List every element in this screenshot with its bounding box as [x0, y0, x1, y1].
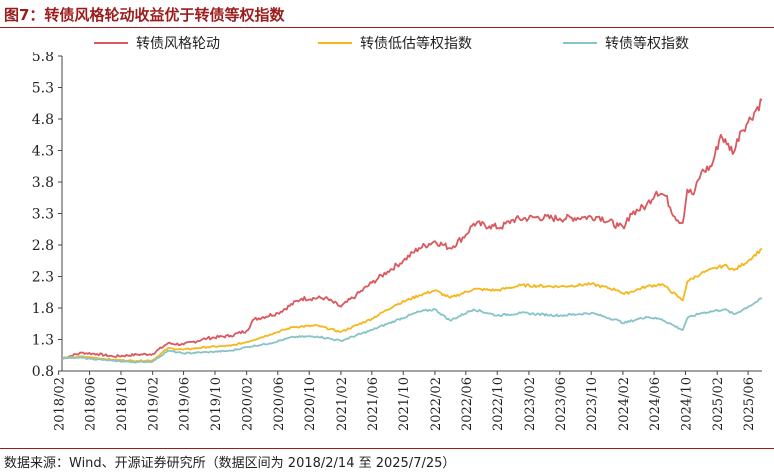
y-tick-label: 5.3	[32, 81, 54, 97]
title-bar: 图7：转债风格轮动收益优于转债等权指数	[0, 0, 774, 28]
x-tick-label: 2021/10	[397, 377, 412, 431]
series-line-3	[61, 297, 763, 364]
x-tick-label: 2024/06	[648, 377, 663, 431]
x-tick-label: 2020/10	[303, 377, 318, 431]
y-tick-label: 4.8	[32, 112, 54, 128]
footer-divider	[0, 448, 774, 449]
chart-title: 图7：转债风格轮动收益优于转债等权指数	[4, 6, 285, 24]
series-line-2	[61, 247, 763, 363]
legend-label-low-valuation: 转债低估等权指数	[360, 36, 472, 52]
x-tick-label: 2024/02	[617, 377, 632, 431]
x-tick-label: 2022/06	[460, 377, 475, 431]
x-tick-label: 2018/06	[84, 377, 99, 431]
legend-item-equal-weight: 转债等权指数	[563, 33, 689, 53]
y-tick-label: 0.8	[32, 364, 54, 380]
x-tick-label: 2021/06	[366, 377, 381, 431]
x-tick-label: 2019/10	[209, 377, 224, 431]
y-tick-label: 1.8	[32, 301, 54, 317]
legend-label-rotation: 转债风格轮动	[136, 36, 220, 52]
x-tick-label: 2025/02	[711, 377, 726, 431]
y-tick-label: 3.8	[32, 175, 54, 191]
x-tick-label: 2021/02	[335, 377, 350, 431]
y-tick-label: 5.8	[32, 52, 54, 65]
x-tick-label: 2019/02	[147, 377, 162, 431]
y-tick-label: 2.3	[32, 270, 54, 286]
x-tick-label: 2023/10	[585, 377, 600, 431]
x-tick-label: 2023/02	[523, 377, 538, 431]
title-divider	[0, 27, 774, 28]
line-chart: 0.8 1.3 1.8 2.3 2.8 3.3 3.8 4.3 4.8 5.3 5.8 2018/02…	[32, 52, 763, 431]
x-tick-label: 2023/06	[554, 377, 569, 431]
y-tick-label: 4.3	[32, 144, 54, 160]
y-tick-label: 2.8	[32, 238, 54, 254]
data-source-note: 数据来源：Wind、开源证券研究所（数据区间为 2018/2/14 至 2025…	[4, 456, 456, 471]
x-tick-label: 2022/10	[491, 377, 506, 431]
x-tick-label: 2022/02	[429, 377, 444, 431]
legend-swatch-low-valuation	[318, 42, 352, 44]
x-tick-label: 2020/02	[241, 377, 256, 431]
series-line-1	[61, 98, 763, 360]
x-tick-label: 2025/06	[742, 377, 757, 431]
legend-swatch-equal-weight	[563, 42, 597, 44]
legend-label-equal-weight: 转债等权指数	[605, 36, 689, 52]
x-tick-label: 2018/02	[53, 377, 68, 431]
legend-swatch-rotation	[94, 42, 128, 44]
y-tick-label: 1.3	[32, 333, 54, 349]
legend: 转债风格轮动 转债低估等权指数 转债等权指数	[0, 33, 774, 53]
y-tick-label: 3.3	[32, 207, 54, 223]
x-tick-label: 2018/10	[115, 377, 130, 431]
x-tick-label: 2019/06	[178, 377, 193, 431]
x-tick-label: 2024/10	[680, 377, 695, 431]
x-tick-label: 2020/06	[272, 377, 287, 431]
legend-item-rotation: 转债风格轮动	[94, 33, 220, 53]
legend-item-low-valuation: 转债低估等权指数	[318, 33, 472, 53]
